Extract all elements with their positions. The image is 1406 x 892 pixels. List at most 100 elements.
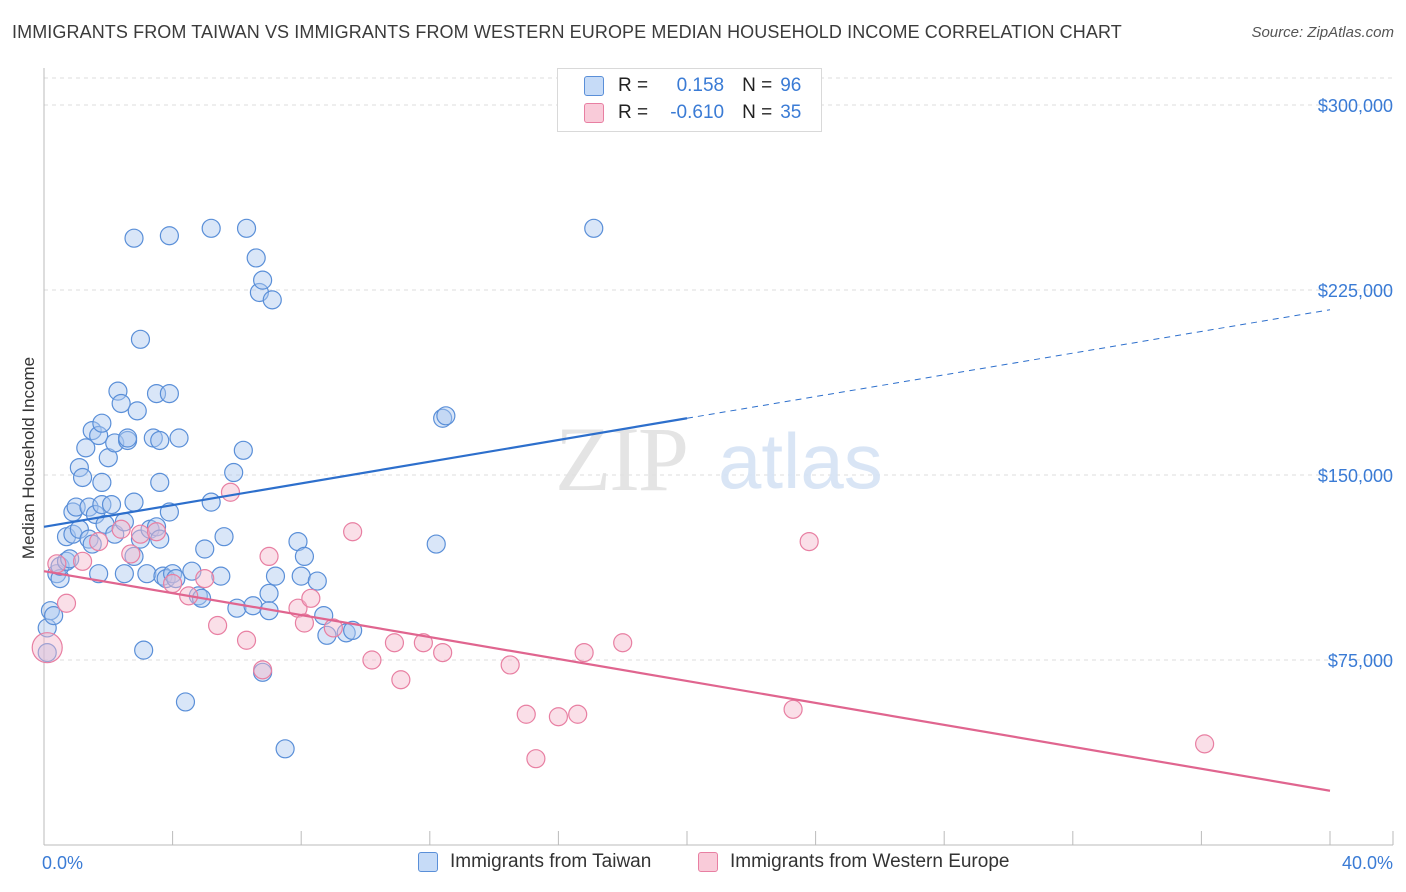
data-point — [37, 642, 57, 663]
data-point — [146, 522, 167, 542]
data-point — [584, 218, 604, 238]
western-europe-legend-label: Immigrants from Western Europe — [730, 851, 1010, 872]
data-point — [111, 519, 131, 539]
data-point — [613, 633, 633, 653]
data-point — [1195, 734, 1215, 754]
source-credit: Source: ZipAtlas.com — [1251, 24, 1394, 41]
data-point — [307, 571, 327, 591]
data-point — [317, 625, 337, 645]
data-point — [343, 620, 363, 641]
watermark-zip: ZIP — [555, 408, 687, 510]
data-point — [516, 704, 536, 724]
data-point — [108, 381, 128, 401]
data-point — [150, 430, 170, 451]
data-point — [156, 568, 176, 589]
n-label: N = — [742, 102, 773, 123]
x-tick-label: 40.0% — [1342, 853, 1393, 873]
legend-item-taiwan[interactable]: Immigrants from Taiwan — [418, 851, 651, 873]
data-point — [72, 551, 93, 571]
gridlines — [44, 77, 1393, 661]
data-point — [291, 566, 311, 586]
data-point — [301, 588, 321, 608]
data-point — [130, 329, 151, 349]
data-point — [799, 531, 819, 552]
data-point — [159, 226, 179, 246]
data-point — [146, 517, 167, 537]
data-point — [236, 630, 257, 650]
y-tick-labels: $75,000 $150,000 $225,000 $300,000 — [1318, 96, 1393, 671]
western-europe-swatch — [584, 103, 604, 123]
axes — [43, 68, 1394, 846]
legend-item-western-europe[interactable]: Immigrants from Western Europe — [698, 851, 1009, 873]
watermark-atlas: atlas — [718, 417, 883, 505]
data-point — [211, 566, 231, 586]
data-point — [92, 472, 112, 492]
data-point — [124, 546, 144, 567]
data-point — [436, 406, 456, 426]
data-point — [262, 290, 282, 310]
r-label: R = — [618, 102, 649, 123]
y-tick-label: $225,000 — [1318, 281, 1393, 301]
y-tick-label: $300,000 — [1318, 96, 1393, 116]
legend-row-western-europe: R = -0.610 N = 35 — [584, 100, 801, 126]
data-point — [169, 428, 189, 448]
data-point — [72, 467, 93, 488]
data-point — [362, 650, 382, 670]
data-point — [275, 739, 295, 759]
data-point — [195, 568, 215, 589]
data-point — [246, 248, 266, 268]
data-point — [89, 564, 109, 584]
data-point — [259, 546, 279, 567]
taiwan-swatch — [584, 76, 604, 96]
data-point — [124, 228, 144, 248]
y-tick-label: $75,000 — [1328, 651, 1393, 671]
data-point — [201, 218, 221, 238]
x-tick-label: 0.0% — [42, 853, 83, 873]
taiwan-points — [37, 218, 604, 759]
series-legend: Immigrants from Taiwan Immigrants from W… — [0, 851, 1406, 879]
western-europe-trend-line — [43, 570, 1331, 792]
data-point — [163, 573, 183, 594]
data-point — [433, 642, 453, 663]
x-tick-labels: 0.0% 40.0% — [42, 853, 1393, 873]
data-point — [50, 556, 70, 576]
data-point — [413, 633, 433, 653]
data-point — [130, 524, 151, 544]
data-point — [294, 546, 315, 567]
data-point — [117, 428, 138, 448]
data-point — [236, 218, 257, 238]
taiwan-trend-extension — [686, 309, 1331, 419]
data-point — [259, 583, 279, 604]
r-value-taiwan: 0.158 — [676, 75, 725, 96]
data-point — [134, 640, 154, 660]
data-point — [121, 544, 141, 564]
data-point — [783, 699, 803, 719]
data-point — [208, 615, 228, 636]
data-point — [114, 564, 134, 584]
western-europe-legend-swatch — [698, 852, 718, 872]
data-point — [568, 704, 588, 724]
data-point — [137, 564, 157, 584]
r-value-western-europe: -0.610 — [670, 102, 725, 123]
data-point — [220, 482, 241, 502]
data-point — [201, 492, 221, 512]
data-point — [101, 495, 122, 515]
data-point — [159, 384, 179, 404]
data-point — [89, 425, 109, 446]
data-point — [426, 534, 446, 554]
data-point — [92, 413, 112, 433]
data-point — [433, 408, 453, 428]
data-point — [89, 531, 109, 552]
data-point — [44, 605, 64, 626]
data-point — [82, 421, 102, 441]
data-point — [130, 529, 151, 549]
data-point — [526, 749, 546, 769]
data-point — [265, 566, 286, 586]
watermark: ZIP atlas — [555, 408, 883, 510]
y-tick-label: $150,000 — [1318, 466, 1393, 486]
data-point — [227, 598, 247, 618]
data-point — [343, 522, 363, 542]
r-label: R = — [618, 75, 649, 96]
chart-title: IMMIGRANTS FROM TAIWAN VS IMMIGRANTS FRO… — [12, 22, 1122, 42]
